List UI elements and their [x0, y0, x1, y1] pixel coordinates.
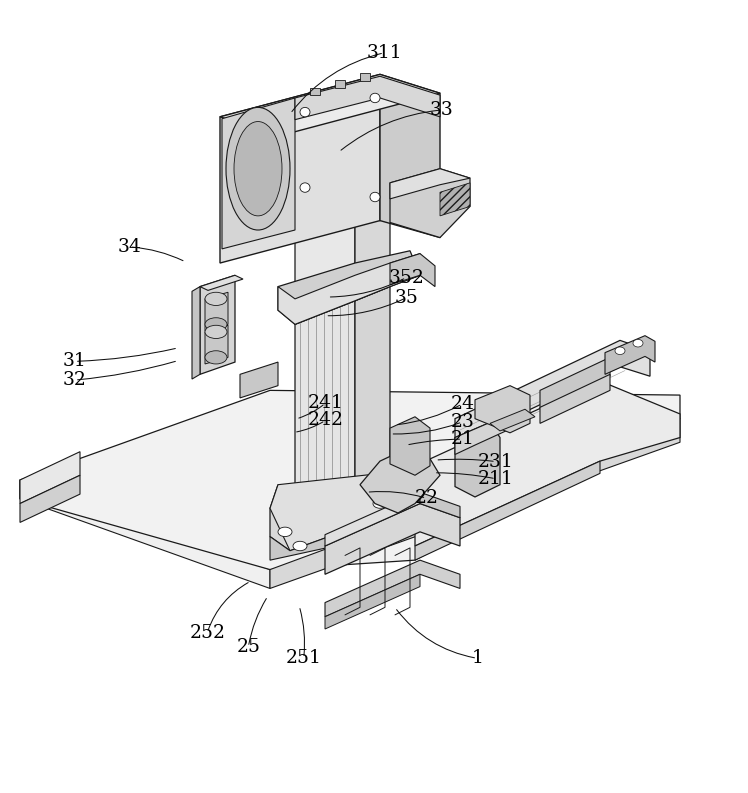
Ellipse shape	[370, 192, 380, 201]
Text: 311: 311	[367, 44, 402, 62]
Polygon shape	[335, 80, 345, 87]
Polygon shape	[380, 75, 440, 238]
Polygon shape	[220, 75, 380, 263]
Polygon shape	[455, 423, 500, 497]
Text: 23: 23	[450, 413, 474, 431]
Polygon shape	[205, 293, 228, 331]
Text: 352: 352	[388, 269, 424, 286]
Polygon shape	[440, 183, 470, 216]
Text: 211: 211	[478, 469, 514, 488]
Polygon shape	[475, 385, 530, 433]
Ellipse shape	[226, 107, 290, 230]
Polygon shape	[390, 169, 470, 199]
Ellipse shape	[205, 351, 227, 364]
Text: 231: 231	[478, 453, 514, 470]
Polygon shape	[420, 492, 460, 518]
Polygon shape	[200, 275, 243, 290]
Polygon shape	[20, 390, 680, 569]
Polygon shape	[455, 340, 650, 445]
Ellipse shape	[205, 318, 227, 331]
Polygon shape	[270, 527, 355, 560]
Polygon shape	[295, 76, 440, 120]
Polygon shape	[605, 335, 655, 374]
Text: 251: 251	[286, 649, 322, 667]
Polygon shape	[390, 417, 430, 475]
Polygon shape	[415, 381, 680, 546]
Text: 25: 25	[236, 638, 260, 656]
Ellipse shape	[234, 121, 282, 216]
Polygon shape	[20, 452, 80, 504]
Ellipse shape	[633, 339, 643, 347]
Ellipse shape	[615, 347, 625, 354]
Text: 32: 32	[63, 371, 87, 389]
Polygon shape	[220, 75, 440, 136]
Polygon shape	[240, 362, 278, 398]
Ellipse shape	[300, 183, 310, 192]
Text: 1: 1	[471, 649, 483, 667]
Polygon shape	[325, 574, 420, 629]
Polygon shape	[455, 423, 508, 454]
Polygon shape	[295, 273, 355, 508]
Polygon shape	[20, 475, 80, 523]
Polygon shape	[310, 87, 320, 95]
Polygon shape	[390, 169, 470, 238]
Text: 21: 21	[450, 430, 474, 448]
Text: 241: 241	[307, 394, 343, 412]
Ellipse shape	[300, 107, 310, 117]
Polygon shape	[205, 325, 228, 364]
Polygon shape	[270, 473, 410, 550]
Ellipse shape	[370, 94, 380, 102]
Text: 242: 242	[307, 412, 343, 430]
Polygon shape	[278, 251, 420, 324]
Polygon shape	[222, 98, 295, 249]
Polygon shape	[415, 461, 600, 560]
Ellipse shape	[205, 293, 227, 305]
Ellipse shape	[278, 527, 292, 537]
Text: 31: 31	[63, 352, 87, 370]
Polygon shape	[270, 473, 410, 550]
Polygon shape	[278, 254, 420, 324]
Polygon shape	[355, 185, 390, 301]
Polygon shape	[540, 374, 610, 423]
Text: 24: 24	[450, 395, 474, 413]
Polygon shape	[325, 560, 460, 617]
Polygon shape	[295, 197, 355, 324]
Polygon shape	[192, 286, 200, 379]
Ellipse shape	[373, 499, 387, 508]
Text: 33: 33	[429, 101, 453, 119]
Polygon shape	[490, 409, 535, 431]
Text: 34: 34	[117, 238, 141, 256]
Polygon shape	[360, 442, 440, 513]
Polygon shape	[270, 419, 680, 588]
Ellipse shape	[293, 542, 307, 550]
Polygon shape	[360, 74, 370, 81]
Ellipse shape	[205, 325, 227, 339]
Polygon shape	[325, 492, 420, 546]
Text: 35: 35	[394, 289, 418, 307]
Polygon shape	[540, 358, 610, 409]
Polygon shape	[390, 254, 435, 286]
Polygon shape	[355, 260, 390, 485]
Polygon shape	[325, 504, 460, 574]
Text: 22: 22	[414, 489, 438, 508]
Polygon shape	[20, 480, 270, 588]
Text: 252: 252	[189, 624, 225, 642]
Polygon shape	[200, 275, 235, 374]
